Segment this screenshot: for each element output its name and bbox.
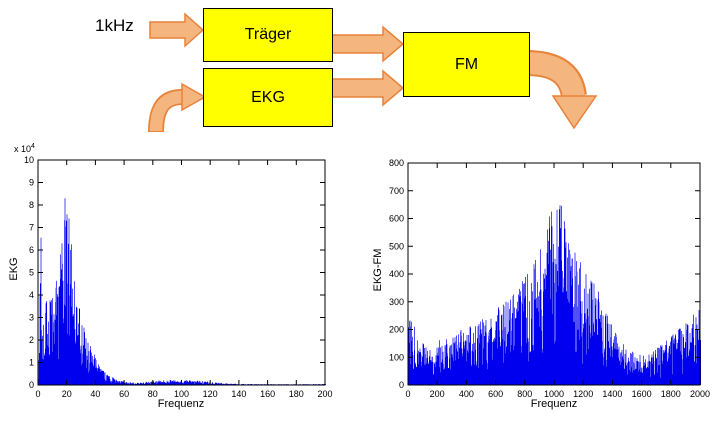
svg-text:500: 500 — [389, 241, 404, 251]
arrow-fm-output — [524, 50, 598, 130]
svg-text:600: 600 — [389, 214, 404, 224]
svg-text:200: 200 — [430, 389, 445, 399]
svg-text:600: 600 — [488, 389, 503, 399]
diagram-arrows — [148, 12, 598, 133]
block-ekg: EKG — [203, 68, 333, 127]
svg-text:100: 100 — [389, 352, 404, 362]
svg-text:0: 0 — [35, 389, 40, 399]
svg-text:100: 100 — [174, 389, 189, 399]
svg-text:60: 60 — [119, 389, 129, 399]
svg-text:9: 9 — [29, 178, 34, 188]
svg-text:1600: 1600 — [632, 389, 652, 399]
x-axis-label-frequenz-left: Frequenz — [157, 398, 205, 410]
svg-text:0: 0 — [29, 380, 34, 390]
svg-text:2000: 2000 — [690, 389, 710, 399]
block-traeger-label: Träger — [244, 26, 292, 43]
svg-text:20: 20 — [62, 389, 72, 399]
svg-text:8: 8 — [29, 200, 34, 210]
svg-text:200: 200 — [389, 325, 404, 335]
arrow-1khz-to-traeger — [149, 12, 205, 48]
svg-text:6: 6 — [29, 245, 34, 255]
block-fm: FM — [403, 32, 530, 97]
svg-text:5: 5 — [29, 268, 34, 278]
svg-text:120: 120 — [203, 389, 218, 399]
arrow-ekg-input — [148, 82, 207, 133]
svg-text:1400: 1400 — [602, 389, 622, 399]
svg-text:7: 7 — [29, 223, 34, 233]
arrow-traeger-to-fm — [330, 25, 405, 63]
y-axis-label-ekg-fm: EKG-FM — [372, 248, 384, 292]
block-traeger: Träger — [203, 8, 333, 62]
svg-text:0: 0 — [399, 380, 404, 390]
svg-text:200: 200 — [317, 389, 332, 399]
svg-text:1800: 1800 — [661, 389, 681, 399]
svg-text:700: 700 — [389, 186, 404, 196]
svg-text:80: 80 — [148, 389, 158, 399]
y-axis-label-ekg: EKG — [8, 257, 20, 281]
svg-text:0: 0 — [405, 389, 410, 399]
svg-text:400: 400 — [389, 269, 404, 279]
svg-text:800: 800 — [389, 158, 404, 168]
svg-text:1: 1 — [29, 358, 34, 368]
block-ekg-label: EKG — [251, 88, 285, 106]
y-axis-multiplier: x 104 — [14, 143, 35, 154]
svg-text:10: 10 — [24, 155, 34, 165]
input-frequency-label: 1kHz — [95, 16, 134, 35]
svg-text:2: 2 — [29, 335, 34, 345]
svg-text:180: 180 — [289, 389, 304, 399]
svg-text:300: 300 — [389, 297, 404, 307]
svg-text:4: 4 — [29, 290, 34, 300]
svg-text:40: 40 — [90, 389, 100, 399]
x-axis-label-frequenz-right: Frequenz — [530, 398, 578, 410]
svg-text:800: 800 — [517, 389, 532, 399]
svg-text:1000: 1000 — [544, 389, 564, 399]
svg-text:3: 3 — [29, 313, 34, 323]
arrow-ekg-to-fm — [330, 69, 405, 107]
svg-text:1200: 1200 — [573, 389, 593, 399]
svg-text:160: 160 — [260, 389, 275, 399]
svg-text:140: 140 — [231, 389, 246, 399]
svg-text:400: 400 — [459, 389, 474, 399]
block-fm-label: FM — [454, 55, 479, 73]
